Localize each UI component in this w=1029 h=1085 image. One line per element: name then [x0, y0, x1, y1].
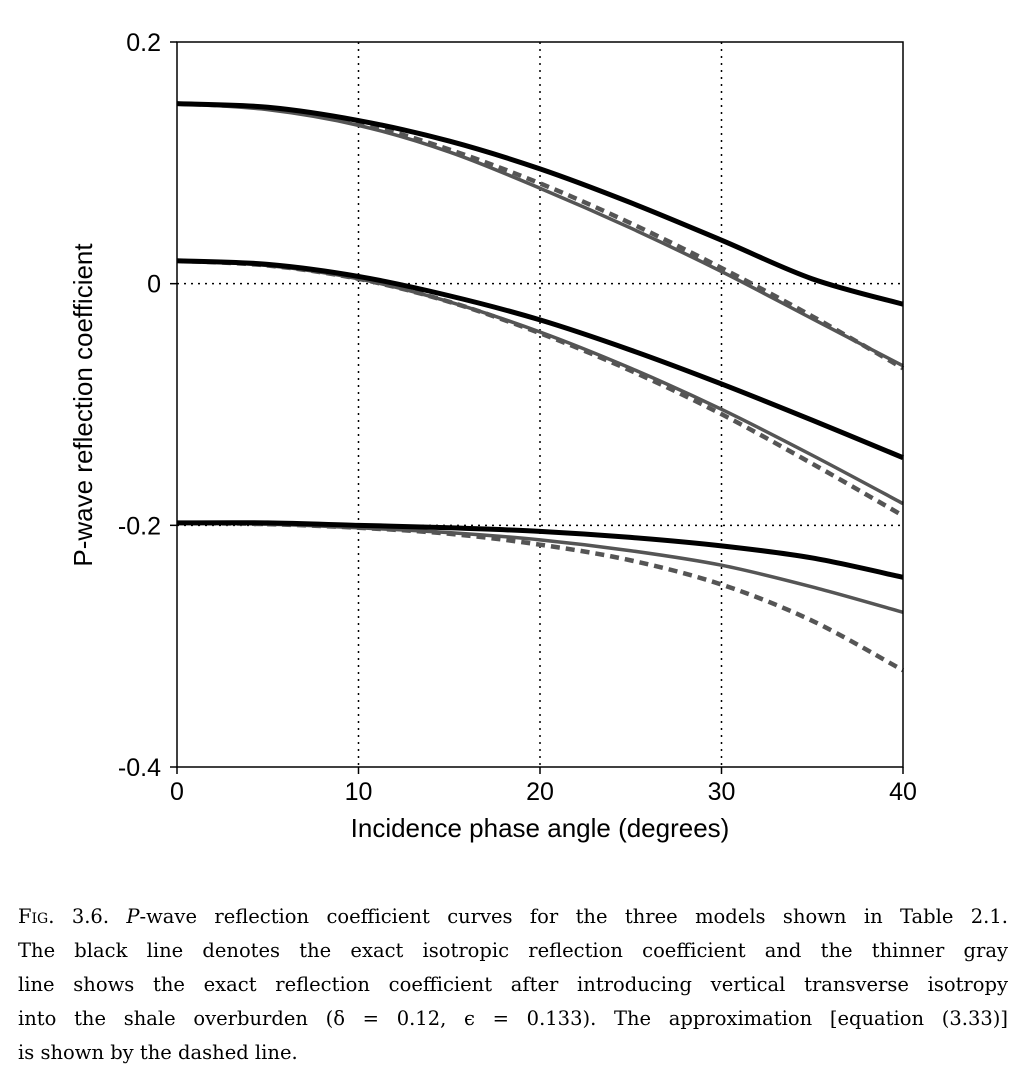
caption-p-italic: P: [126, 905, 140, 928]
x-tick-label: 30: [708, 778, 736, 806]
x-tick-label: 10: [345, 778, 373, 806]
x-tick-label: 0: [170, 778, 184, 806]
caption-line-4: into the shale overburden (δ = 0.12, ϵ =…: [18, 1007, 1008, 1030]
y-axis-label: P-wave reflection coefficient: [68, 243, 98, 567]
figure-label: Fig. 3.6.: [18, 905, 110, 928]
axis-ticks: 0 10 20 30 40 -0.4 -0.2 0 0.2: [118, 29, 917, 806]
series-lines: [176, 101, 905, 673]
series-line-model-1-exact-vti: [176, 101, 904, 368]
series-line-model-3-exact-isotropic: [176, 520, 904, 580]
series-line-model-1-approximation: [176, 101, 905, 371]
caption-line-1-text: -wave reflection coefficient curves for …: [139, 905, 1008, 928]
caption-line-5: is shown by the dashed line.: [18, 1041, 298, 1064]
x-tick-label: 40: [889, 778, 917, 806]
y-tick-label: -0.2: [118, 512, 161, 540]
grid-lines: [177, 42, 903, 767]
caption-line-2: The black line denotes the exact isotrop…: [18, 939, 1008, 962]
caption-space: [109, 905, 126, 928]
series-line-model-2-exact-isotropic: [176, 258, 904, 460]
reflection-coefficient-chart: 0 10 20 30 40 -0.4 -0.2 0 0.2 Incidence phase an…: [68, 29, 917, 843]
series-line-model-3-approximation: [176, 520, 905, 673]
series-line-model-2-exact-vti: [176, 258, 904, 506]
caption-line-3: line shows the exact reflection coeffici…: [18, 973, 1008, 996]
y-tick-label: -0.4: [118, 754, 161, 782]
series-line-model-1-exact-isotropic: [176, 101, 904, 307]
y-tick-label: 0.2: [126, 29, 161, 57]
y-tick-label: 0: [147, 271, 161, 299]
figure-caption: Fig. 3.6. P-wave reflection coefficient …: [18, 900, 1008, 1070]
caption-line-1: Fig. 3.6. P-wave reflection coefficient …: [18, 900, 1008, 934]
x-axis-label: Incidence phase angle (degrees): [351, 813, 730, 843]
x-tick-label: 20: [526, 778, 554, 806]
